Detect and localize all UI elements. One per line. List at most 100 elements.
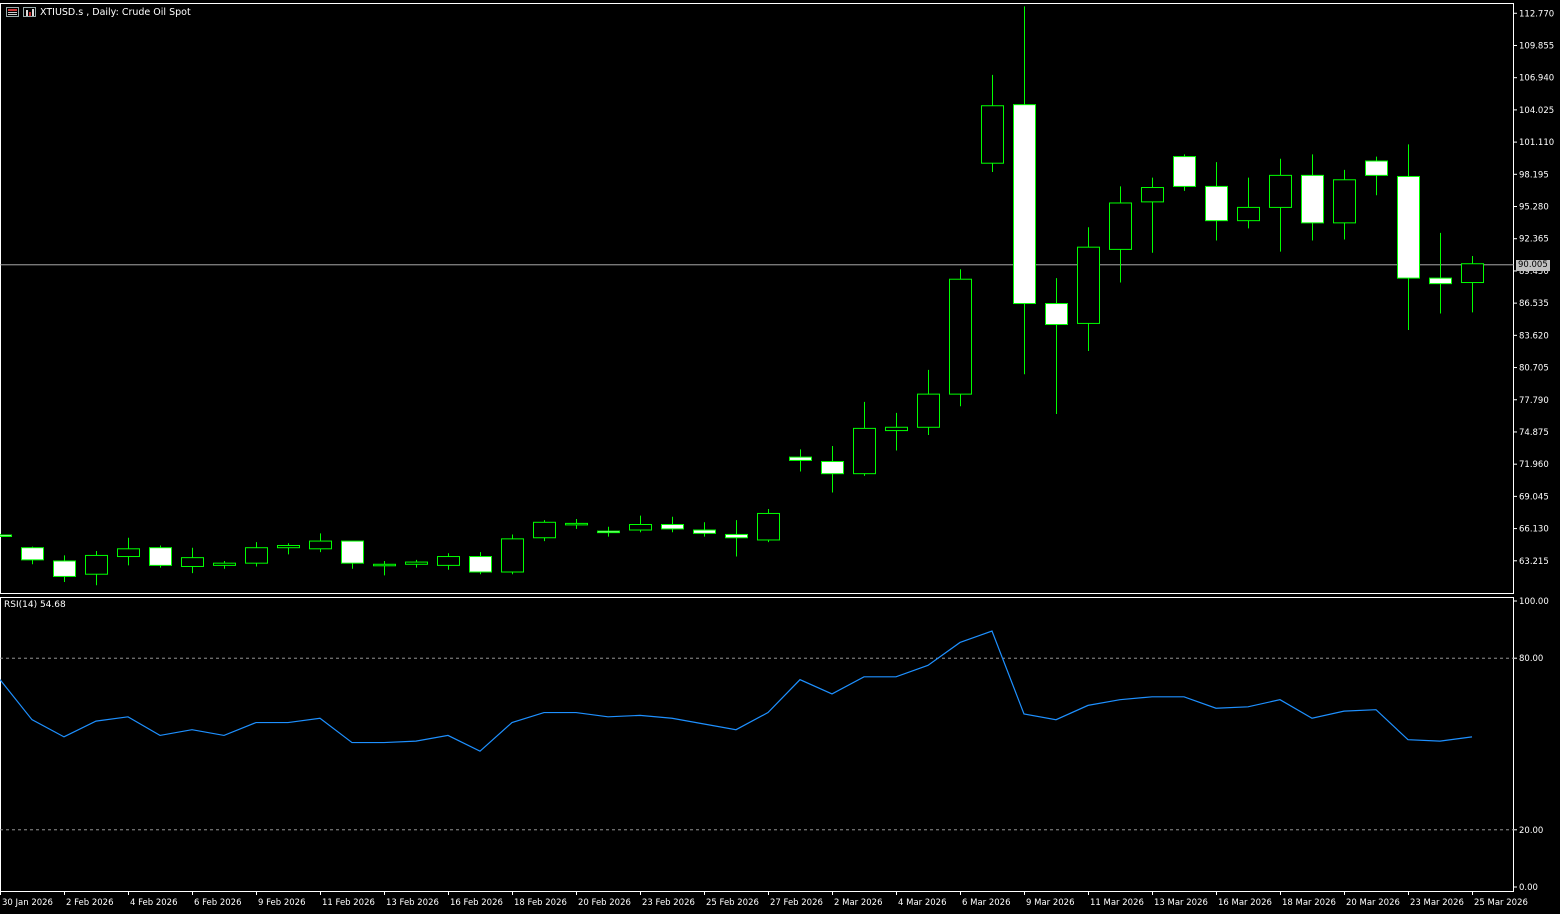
candle-body-40 — [1269, 174, 1292, 208]
candle-body-38 — [1205, 185, 1228, 222]
candle-body-45 — [1429, 277, 1452, 285]
chart-menu-icon[interactable] — [6, 7, 19, 17]
time-tick-label-15: 6 Mar 2026 — [962, 898, 1010, 908]
candle-body-9 — [277, 544, 300, 549]
bar-chart-icon[interactable] — [23, 7, 36, 17]
candle-body-25 — [789, 456, 812, 461]
candle-body-30 — [949, 278, 972, 395]
price-tick-label-3: 104.025 — [1519, 106, 1554, 116]
candle-8 — [245, 542, 268, 567]
candle-body-1 — [21, 547, 44, 561]
candle-31 — [981, 74, 1004, 173]
candle-body-16 — [501, 538, 524, 573]
time-axis: 30 Jan 2026 2 Feb 2026 4 Feb 2026 6 Feb 202… — [0, 891, 1528, 908]
header-separator: , — [86, 6, 90, 18]
price-tick-label-15: 69.045 — [1519, 492, 1549, 502]
candle-39 — [1237, 177, 1260, 229]
time-tick-label-11: 25 Feb 2026 — [706, 898, 759, 908]
price-tick-label-2: 106.940 — [1519, 74, 1554, 84]
candle-5 — [149, 545, 172, 568]
rsi-tick-label-0: 100.00 — [1519, 597, 1549, 607]
candle-body-0 — [0, 534, 12, 537]
candle-body-46 — [1461, 263, 1484, 284]
candle-body-11 — [341, 540, 364, 564]
candle-14 — [437, 553, 460, 570]
candle-body-19 — [597, 530, 620, 534]
time-tick-label-20: 18 Mar 2026 — [1282, 898, 1336, 908]
time-tick-label-13: 2 Mar 2026 — [834, 898, 882, 908]
price-tick-label-11: 80.705 — [1519, 364, 1549, 374]
candle-body-7 — [213, 562, 236, 566]
candle-body-20 — [629, 523, 652, 531]
candle-body-36 — [1141, 187, 1164, 203]
candle-body-8 — [245, 547, 268, 564]
candle-27 — [853, 401, 876, 476]
price-tick-label-10: 83.620 — [1519, 331, 1549, 341]
time-tick-label-9: 20 Feb 2026 — [578, 898, 631, 908]
candle-7 — [213, 560, 236, 569]
candle-30 — [949, 269, 972, 407]
candle-body-12 — [373, 563, 396, 567]
candle-42 — [1333, 169, 1356, 240]
time-tick-label-4: 9 Feb 2026 — [258, 898, 306, 908]
candle-body-29 — [917, 393, 940, 428]
time-tick-label-14: 4 Mar 2026 — [898, 898, 946, 908]
candle-4 — [117, 537, 140, 566]
time-tick-label-16: 9 Mar 2026 — [1026, 898, 1074, 908]
time-tick-label-8: 18 Feb 2026 — [514, 898, 567, 908]
candle-body-17 — [533, 521, 556, 539]
candle-body-44 — [1397, 175, 1420, 279]
candle-19 — [597, 526, 620, 537]
candle-body-24 — [757, 512, 780, 541]
candle-3 — [85, 551, 108, 586]
candle-body-35 — [1109, 202, 1132, 250]
candle-body-32 — [1013, 104, 1036, 305]
candle-37 — [1173, 154, 1196, 191]
candle-11 — [341, 540, 364, 569]
price-tick-label-14: 71.960 — [1519, 460, 1549, 470]
candle-18 — [565, 518, 588, 529]
candle-body-31 — [981, 105, 1004, 164]
candle-26 — [821, 446, 844, 493]
candle-body-5 — [149, 547, 172, 566]
price-tick-label-16: 66.130 — [1519, 525, 1549, 535]
candle-6 — [181, 547, 204, 574]
candle-body-6 — [181, 557, 204, 567]
candle-body-22 — [693, 529, 716, 534]
chart-frames — [0, 3, 1514, 892]
candle-44 — [1397, 144, 1420, 331]
rsi-line — [0, 630, 1473, 752]
rsi-panel-frame — [0, 597, 1514, 892]
main-panel-frame — [0, 3, 1514, 594]
candle-29 — [917, 369, 940, 436]
price-tick-label-7: 92.365 — [1519, 235, 1549, 245]
candle-body-21 — [661, 523, 684, 530]
price-tick-label-6: 95.280 — [1519, 203, 1549, 213]
price-axis: 112.770 109.855 106.940 104.025 101.110 98.19… — [0, 9, 1554, 567]
candle-33 — [1045, 278, 1068, 415]
time-tick-label-0: 30 Jan 2026 — [2, 898, 53, 908]
time-tick-label-7: 16 Feb 2026 — [450, 898, 503, 908]
candle-9 — [277, 543, 300, 555]
candle-body-43 — [1365, 160, 1388, 176]
price-tick-label-1: 109.855 — [1519, 41, 1554, 51]
candle-body-41 — [1301, 174, 1324, 224]
time-tick-label-23: 25 Mar 2026 — [1474, 898, 1528, 908]
time-tick-label-1: 2 Feb 2026 — [66, 898, 114, 908]
time-tick-label-22: 23 Mar 2026 — [1410, 898, 1464, 908]
candle-body-39 — [1237, 206, 1260, 222]
timeframe-label: Daily: — [92, 6, 119, 18]
rsi-axis: 100.00 80.00 20.00 0.00 — [0, 597, 1549, 893]
candle-1 — [21, 546, 44, 565]
price-tick-label-8: 89.450 — [1519, 267, 1549, 277]
candle-36 — [1141, 177, 1164, 253]
time-tick-label-3: 6 Feb 2026 — [194, 898, 242, 908]
candle-body-27 — [853, 427, 876, 475]
candle-22 — [693, 522, 716, 537]
chart-header: XTIUSD.s, Daily: Crude Oil Spot — [6, 5, 191, 19]
candle-10 — [309, 533, 332, 553]
candle-20 — [629, 515, 652, 533]
candle-body-15 — [469, 556, 492, 573]
rsi-series — [0, 630, 1473, 752]
